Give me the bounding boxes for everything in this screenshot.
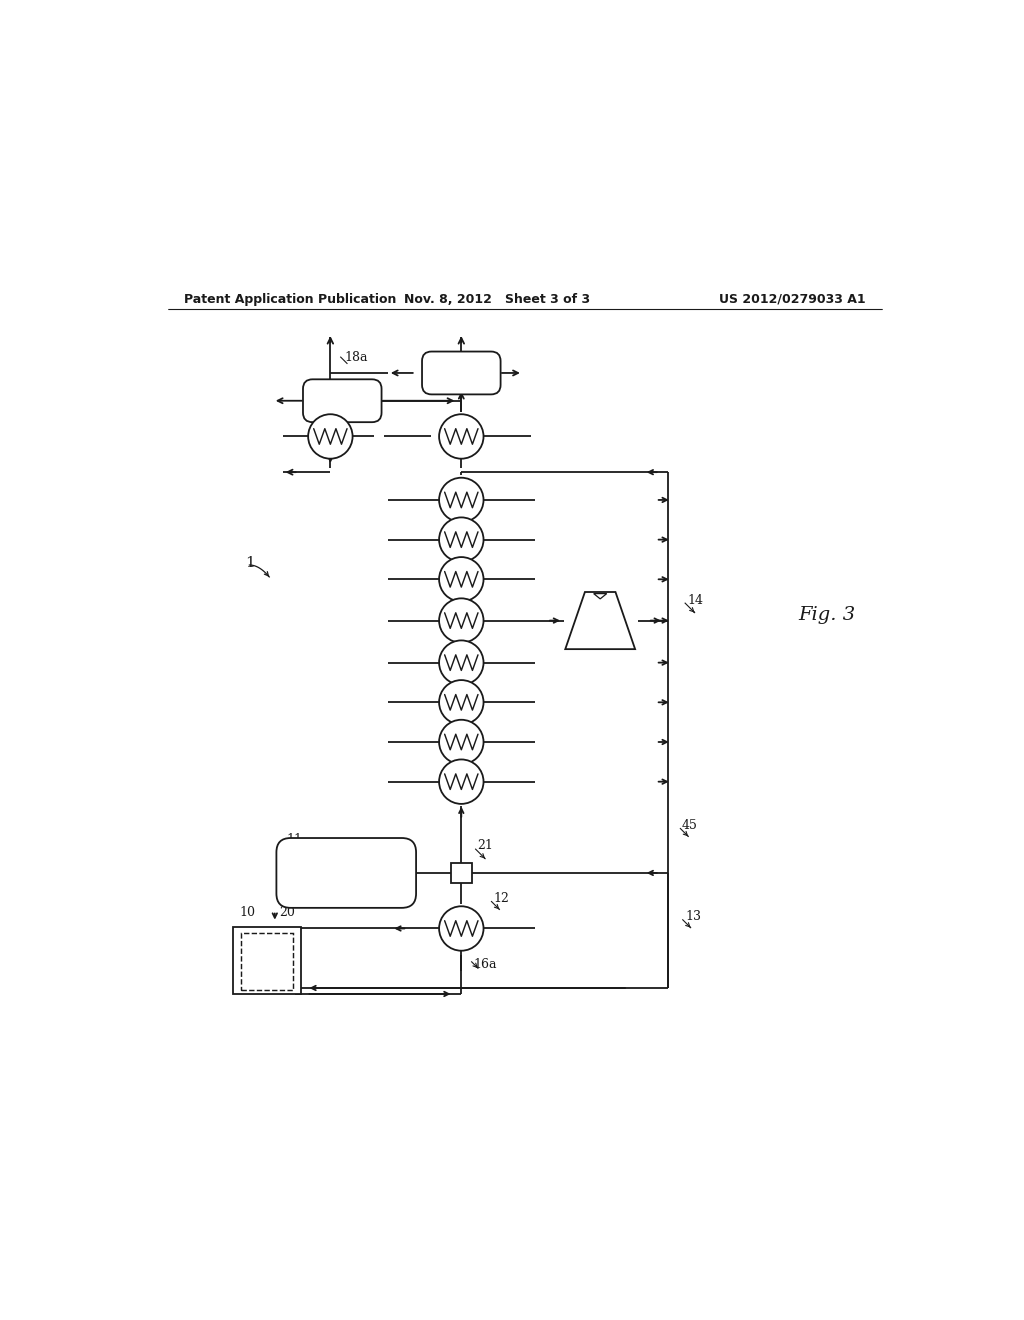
Circle shape [308, 414, 352, 458]
Text: 13: 13 [685, 909, 701, 923]
Text: 10: 10 [239, 906, 255, 919]
Bar [451, 862, 472, 883]
Circle shape [439, 598, 483, 643]
Text: 18a: 18a [345, 351, 369, 363]
Circle shape [439, 478, 483, 523]
Circle shape [439, 719, 483, 764]
Text: 12: 12 [494, 892, 509, 904]
Circle shape [439, 680, 483, 725]
Text: 45: 45 [682, 818, 697, 832]
Text: Patent Application Publication: Patent Application Publication [183, 293, 396, 306]
Circle shape [439, 557, 483, 602]
Text: 16a: 16a [473, 958, 497, 970]
Text: 1: 1 [246, 557, 255, 570]
Text: 17: 17 [475, 351, 492, 363]
Text: US 2012/0279033 A1: US 2012/0279033 A1 [720, 293, 866, 306]
Text: 20: 20 [279, 906, 295, 919]
Text: Fig. 3: Fig. 3 [799, 606, 856, 624]
Text: 21: 21 [477, 838, 494, 851]
Circle shape [439, 414, 483, 458]
FancyBboxPatch shape [422, 351, 501, 395]
FancyBboxPatch shape [303, 379, 382, 422]
Text: 11: 11 [287, 833, 303, 846]
Text: Nov. 8, 2012   Sheet 3 of 3: Nov. 8, 2012 Sheet 3 of 3 [403, 293, 590, 306]
Circle shape [439, 517, 483, 562]
Circle shape [439, 759, 483, 804]
Text: 14: 14 [687, 594, 703, 607]
Polygon shape [565, 591, 635, 649]
Polygon shape [594, 594, 607, 599]
Bar [241, 933, 293, 990]
Circle shape [439, 640, 483, 685]
Circle shape [439, 907, 483, 950]
Bar [233, 927, 301, 994]
FancyBboxPatch shape [276, 838, 416, 908]
